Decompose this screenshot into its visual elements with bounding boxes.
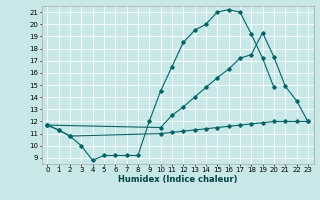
X-axis label: Humidex (Indice chaleur): Humidex (Indice chaleur) bbox=[118, 175, 237, 184]
